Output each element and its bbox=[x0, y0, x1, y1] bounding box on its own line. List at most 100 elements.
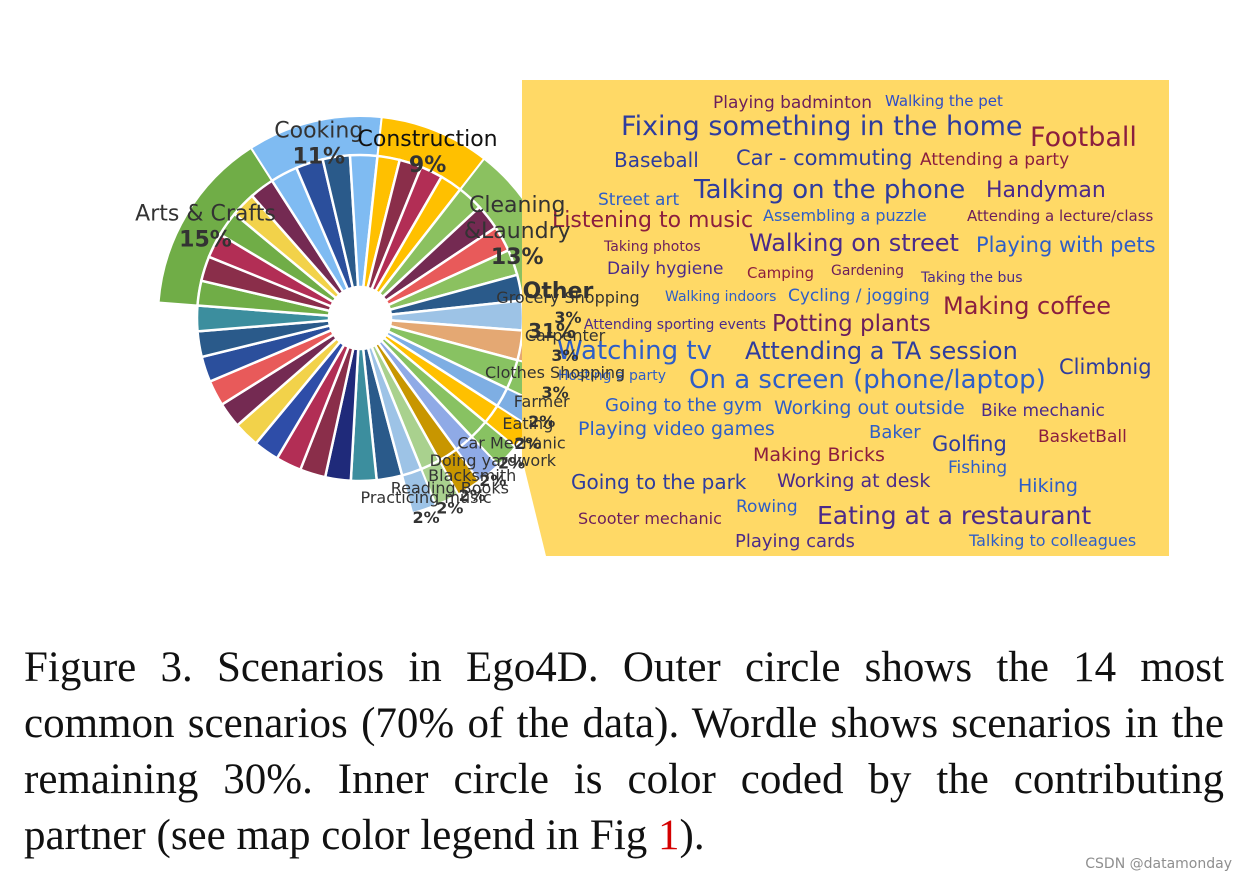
wordle-word: Fishing bbox=[948, 458, 1007, 478]
wordle-word: Watching tv bbox=[557, 336, 712, 366]
slice-percent: 15% bbox=[179, 227, 232, 252]
wordle-word: On a screen (phone/laptop) bbox=[689, 365, 1046, 395]
wordle-word: Making coffee bbox=[943, 292, 1111, 320]
slice-name: Clothes Shopping bbox=[485, 363, 625, 382]
slice-name: Blacksmith bbox=[428, 466, 516, 485]
wordle-word: Attending a TA session bbox=[745, 337, 1018, 365]
slice-name: Reading Books bbox=[391, 479, 509, 498]
slice-percent: 13% bbox=[491, 245, 544, 270]
slice-name: Eating bbox=[502, 414, 553, 433]
wordle-word: Gardening bbox=[831, 263, 904, 279]
wordle-word: Football bbox=[1030, 122, 1137, 153]
slice-name: &Laundry bbox=[464, 219, 571, 244]
wordle-word: Working at desk bbox=[777, 470, 930, 492]
wordle-word: Hiking bbox=[1018, 475, 1078, 497]
slice-percent: 2% bbox=[436, 499, 463, 518]
wordle-word: Walking the pet bbox=[885, 92, 1003, 110]
slice-name: Farmer bbox=[514, 392, 570, 411]
wordle-word: Hosting a party bbox=[558, 368, 666, 384]
slice-percent: 2% bbox=[514, 434, 541, 453]
slice-percent: 2% bbox=[528, 412, 555, 431]
watermark: CSDN @datamonday bbox=[1085, 856, 1232, 872]
wordle-word: Bike mechanic bbox=[981, 401, 1105, 421]
wordle-word: Listening to music bbox=[552, 208, 753, 233]
slice-percent: 2% bbox=[479, 471, 506, 490]
wordle-word: Working out outside bbox=[774, 397, 965, 419]
wordle-word: Attending a party bbox=[920, 150, 1069, 170]
wordle-word: Playing video games bbox=[578, 418, 775, 440]
slice-percent: 31% bbox=[528, 319, 576, 343]
figure-caption: Figure 3. Scenarios in Ego4D. Outer circ… bbox=[24, 640, 1224, 864]
slice-percent: 3% bbox=[554, 308, 581, 327]
wordle-word: Playing cards bbox=[735, 531, 855, 552]
wordle-word: Handyman bbox=[986, 178, 1106, 203]
slice-percent: 2% bbox=[413, 508, 440, 527]
wordle-word: Taking the bus bbox=[920, 270, 1023, 286]
slice-name: Practicing music bbox=[360, 488, 491, 507]
wordle-word: Baseball bbox=[614, 148, 699, 172]
wordle-word: Taking photos bbox=[603, 239, 701, 255]
slice-name: Cleaning bbox=[469, 193, 565, 218]
wordle-word: Potting plants bbox=[772, 311, 931, 337]
slice-percent: 11% bbox=[292, 144, 345, 169]
wordle-word: Walking indoors bbox=[665, 289, 776, 305]
wordle-word: Walking on street bbox=[749, 229, 959, 257]
wordle-word: Assembling a puzzle bbox=[763, 206, 927, 225]
wordle-word: Baker bbox=[869, 422, 921, 443]
wordle-word: Going to the park bbox=[571, 470, 747, 494]
slice-name: Cooking bbox=[274, 118, 363, 143]
slice-name: Car Mechanic bbox=[457, 433, 565, 452]
slice-name: Doing yardwork bbox=[430, 451, 557, 470]
slice-name: Construction bbox=[358, 127, 498, 152]
wordle-word: Street art bbox=[598, 190, 679, 210]
wordle-word: Playing with pets bbox=[976, 233, 1156, 257]
wordle-word: Attending a lecture/class bbox=[967, 207, 1154, 225]
wordle-word: Daily hygiene bbox=[607, 259, 723, 279]
wordle-word: Scooter mechanic bbox=[578, 509, 722, 528]
slice-percent: 2% bbox=[459, 486, 486, 505]
slice-percent: 3% bbox=[542, 383, 569, 402]
wordle-word: Fixing something in the home bbox=[621, 111, 1023, 142]
wordle-word: Playing badminton bbox=[713, 93, 872, 113]
slice-name: Arts & Crafts bbox=[135, 201, 276, 226]
donut-hole bbox=[329, 287, 391, 349]
slice-percent: 3% bbox=[551, 346, 578, 365]
wordle-word: Talking on the phone bbox=[693, 175, 965, 205]
inner-ring bbox=[195, 153, 525, 483]
wordle-word: Making Bricks bbox=[753, 444, 885, 466]
slice-percent: 9% bbox=[409, 153, 446, 178]
figure: Playing badminton Walking the pet Fixing s… bbox=[135, 80, 1169, 556]
slice-name: Grocery Shopping bbox=[496, 288, 639, 307]
caption-text-end: ). bbox=[679, 812, 705, 859]
wordle-word: Talking to colleagues bbox=[968, 531, 1136, 550]
wordle-word: Going to the gym bbox=[605, 395, 762, 416]
wordle-panel bbox=[546, 80, 1169, 556]
slice-name: Carpenter bbox=[525, 326, 606, 345]
caption-text: Figure 3. Scenarios in Ego4D. Outer circ… bbox=[24, 644, 1224, 859]
wordle-word: Car - commuting bbox=[736, 146, 912, 170]
wordle-word: Camping bbox=[747, 264, 814, 282]
wordle-word: Climbnig bbox=[1059, 355, 1152, 379]
figure-reference-link[interactable]: 1 bbox=[658, 812, 680, 859]
wordle-connector bbox=[522, 80, 546, 556]
wordle-word: BasketBall bbox=[1038, 427, 1127, 447]
slice-label-other: Other 31% bbox=[523, 279, 594, 343]
slice-name: Other bbox=[523, 279, 594, 304]
